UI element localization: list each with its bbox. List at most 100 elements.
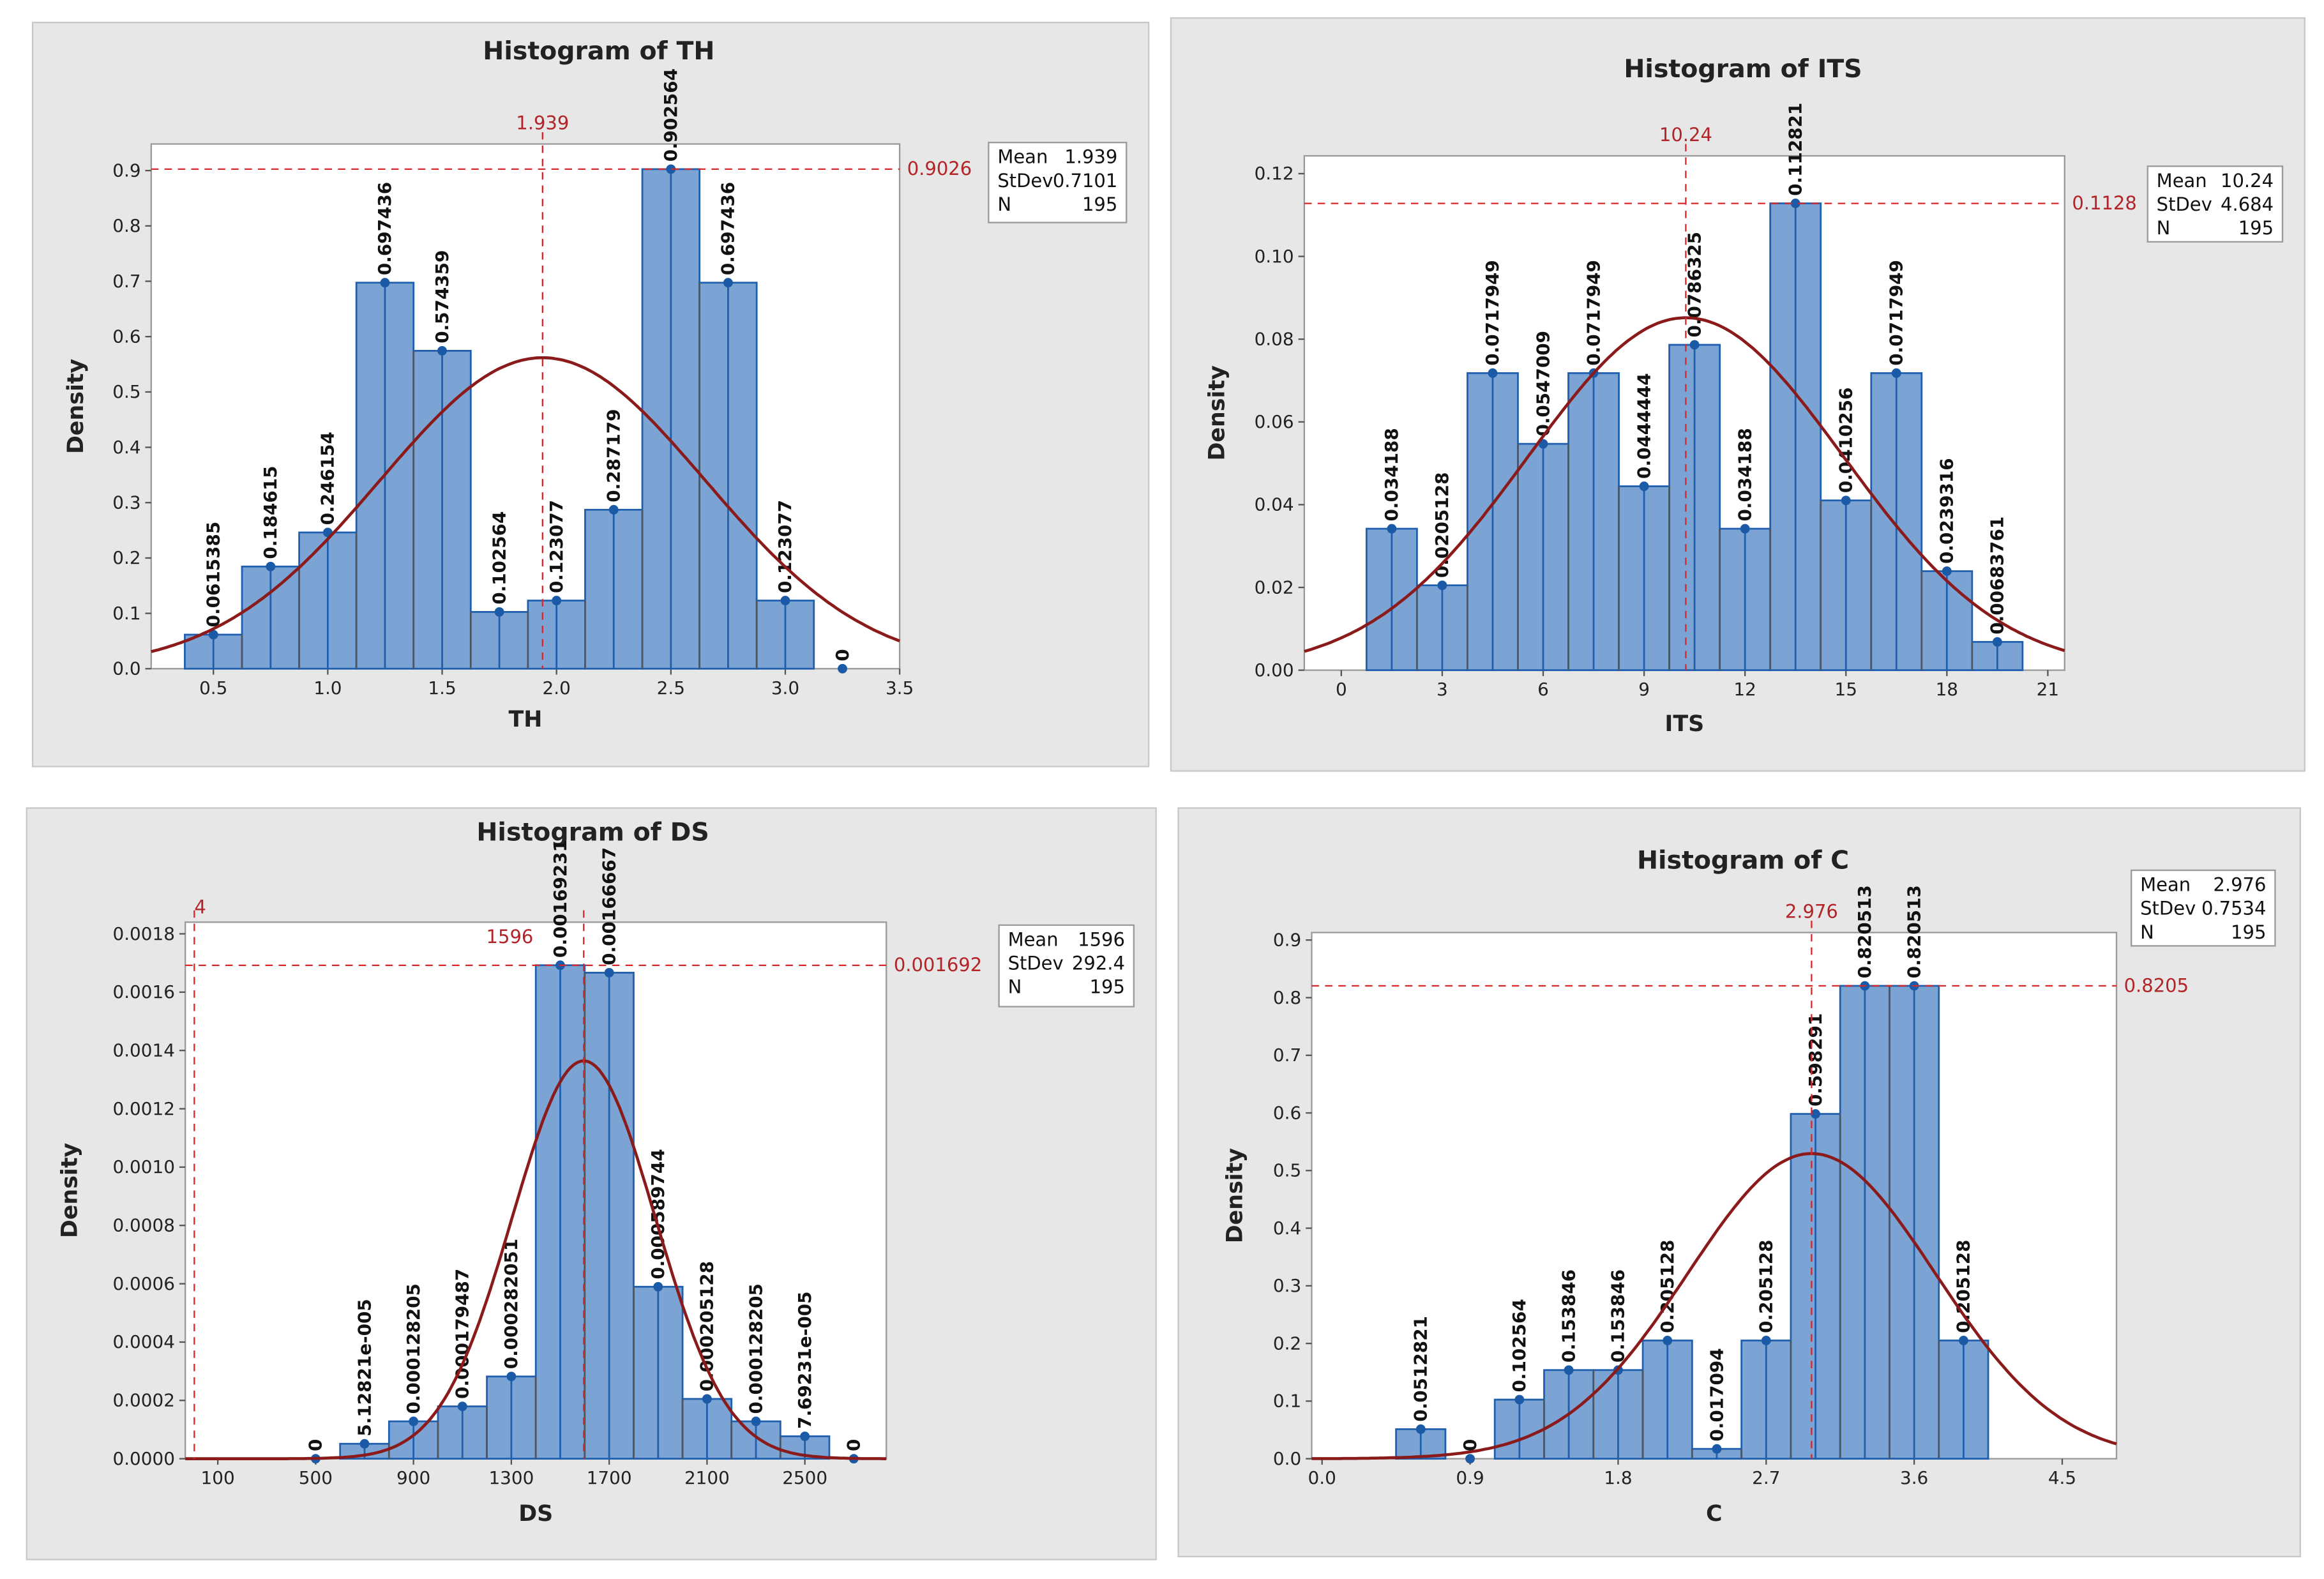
- x-tick-label: 1300: [488, 1467, 534, 1488]
- y-tick-label: 0.0014: [112, 1040, 174, 1061]
- data-label: 0.0205128: [1431, 472, 1452, 578]
- chart-title: Histogram of TH: [483, 36, 714, 66]
- reference-line-label: 0.9026: [907, 158, 972, 179]
- data-label: 0.0615385: [203, 522, 224, 628]
- data-label: 0.153846: [1558, 1269, 1579, 1363]
- data-point-marker: [1761, 1336, 1771, 1345]
- data-point-marker: [1811, 1109, 1820, 1119]
- legend-key: Mean: [2140, 874, 2191, 896]
- y-tick-label: 0.02: [1255, 577, 1294, 598]
- y-tick-label: 0.0018: [112, 923, 174, 944]
- data-point-marker: [1514, 1394, 1525, 1405]
- x-tick-label: 2.5: [657, 677, 685, 699]
- y-tick-label: 0.8: [1273, 987, 1301, 1008]
- x-tick-label: 4.5: [2048, 1467, 2076, 1488]
- y-axis-label: Density: [63, 358, 89, 454]
- data-point-marker: [380, 278, 390, 288]
- x-tick-label: 1.5: [428, 677, 456, 699]
- y-tick-label: 0.9: [1273, 930, 1301, 951]
- data-label: 0.123077: [774, 500, 796, 593]
- x-axis-label: C: [1706, 1501, 1723, 1527]
- normal-fit-curve: [185, 1059, 887, 1460]
- reference-line-label: 2.976: [1785, 900, 1838, 922]
- y-tick-label: 0.0006: [112, 1273, 174, 1294]
- y-tick-label: 0.0004: [112, 1331, 174, 1352]
- histogram-c: Histogram of C C Density 0.0 0.9 1.8 2.7 3.6 4.5…: [1177, 807, 2302, 1557]
- data-label: 0.246154: [317, 432, 338, 525]
- x-tick-label: 0: [1336, 679, 1347, 700]
- legend-value: 1.939: [1064, 146, 1117, 168]
- data-label: 0.184615: [260, 465, 281, 559]
- legend-box: [998, 924, 1135, 1008]
- data-label: 0.102564: [488, 511, 509, 605]
- y-tick-label: 0.0000: [112, 1448, 174, 1469]
- data-point-marker: [1387, 524, 1397, 534]
- y-tick-label: 0.0010: [112, 1156, 174, 1177]
- x-tick-label: 0.5: [199, 677, 227, 699]
- data-point-marker: [702, 1394, 712, 1404]
- legend-key: N: [997, 193, 1011, 215]
- legend-key: StDev: [2157, 193, 2212, 215]
- data-point-marker: [437, 345, 447, 356]
- histogram-ds: Histogram of DS DS Density 100 500 900 1300 170…: [26, 807, 1157, 1560]
- x-tick-label: 1.8: [1604, 1467, 1632, 1488]
- y-tick-label: 0.0002: [112, 1390, 174, 1411]
- data-label: 0.0717949: [1583, 260, 1604, 366]
- data-label: 0.0786325: [1684, 232, 1705, 338]
- data-label: 0.0547009: [1532, 331, 1553, 437]
- y-tick-label: 0.9: [112, 160, 140, 181]
- data-point-marker: [1639, 481, 1649, 492]
- legend-key: StDev: [2140, 898, 2196, 919]
- y-tick-label: 0.0016: [112, 981, 174, 1002]
- data-point-marker: [1958, 1336, 1968, 1345]
- y-tick-label: 0.0: [1273, 1448, 1301, 1469]
- data-label: 0.0239316: [1936, 458, 1958, 564]
- data-label: 0.034188: [1734, 428, 1755, 521]
- data-label: 0.000128205: [403, 1283, 424, 1414]
- reference-line-label: 0.1128: [2072, 192, 2136, 214]
- data-label: 0.697436: [718, 182, 739, 275]
- data-label: 0.205128: [1953, 1240, 1974, 1333]
- y-tick-label: 0.10: [1255, 246, 1294, 267]
- y-tick-label: 0.06: [1255, 411, 1294, 432]
- stats-legend: Mean 1596 StDev 292.4 N 195: [998, 924, 1135, 1008]
- data-point-marker: [1790, 199, 1800, 208]
- x-tick-label: 21: [2037, 679, 2059, 700]
- legend-value: 292.4: [1072, 953, 1125, 974]
- histogram-its: Histogram of ITS ITS Density 0 3 6 9 12 15 18 21 0.…: [1170, 17, 2305, 772]
- x-tick-label: 18: [1936, 679, 1958, 700]
- data-label: 7.69231e-005: [794, 1291, 815, 1428]
- data-label: 0.00169231: [550, 840, 571, 958]
- legend-key: Mean: [997, 146, 1048, 168]
- y-tick-label: 0.2: [112, 547, 140, 568]
- data-label: 0.000128205: [745, 1283, 766, 1414]
- x-axis-label: TH: [509, 707, 543, 732]
- data-point-marker: [1437, 580, 1447, 591]
- chart-title: Histogram of ITS: [1624, 54, 1862, 84]
- legend-key: Mean: [1008, 928, 1059, 950]
- data-point-marker: [608, 504, 619, 515]
- data-point-marker: [666, 164, 676, 174]
- y-tick-label: 0.1: [112, 603, 140, 624]
- y-tick-label: 0.12: [1255, 163, 1294, 184]
- data-label: 0.902564: [660, 68, 681, 162]
- x-tick-label: 3.6: [1900, 1467, 1928, 1488]
- data-label: 0.574359: [432, 250, 453, 344]
- data-point-marker: [838, 663, 847, 674]
- data-label: 0: [832, 649, 853, 661]
- legend-value: 0.7534: [2201, 898, 2266, 919]
- reference-line-label: 10.24: [1659, 124, 1712, 146]
- stats-legend: Mean 10.24 StDev 4.684 N 195: [2147, 165, 2284, 243]
- x-tick-label: 1.0: [313, 677, 342, 699]
- data-label: 0.287179: [603, 409, 624, 502]
- y-tick-label: 0.3: [1273, 1275, 1301, 1296]
- data-label: 0.0512821: [1410, 1316, 1431, 1422]
- x-tick-label: 12: [1733, 679, 1756, 700]
- x-axis-label: DS: [518, 1501, 553, 1527]
- reference-line-label: 1.939: [516, 112, 569, 133]
- legend-box: [2147, 165, 2284, 243]
- data-label: 0.0717949: [1886, 260, 1907, 366]
- x-tick-label: 900: [396, 1467, 430, 1488]
- x-tick-label: 3.0: [771, 677, 799, 699]
- data-label: 0.017094: [1706, 1348, 1727, 1441]
